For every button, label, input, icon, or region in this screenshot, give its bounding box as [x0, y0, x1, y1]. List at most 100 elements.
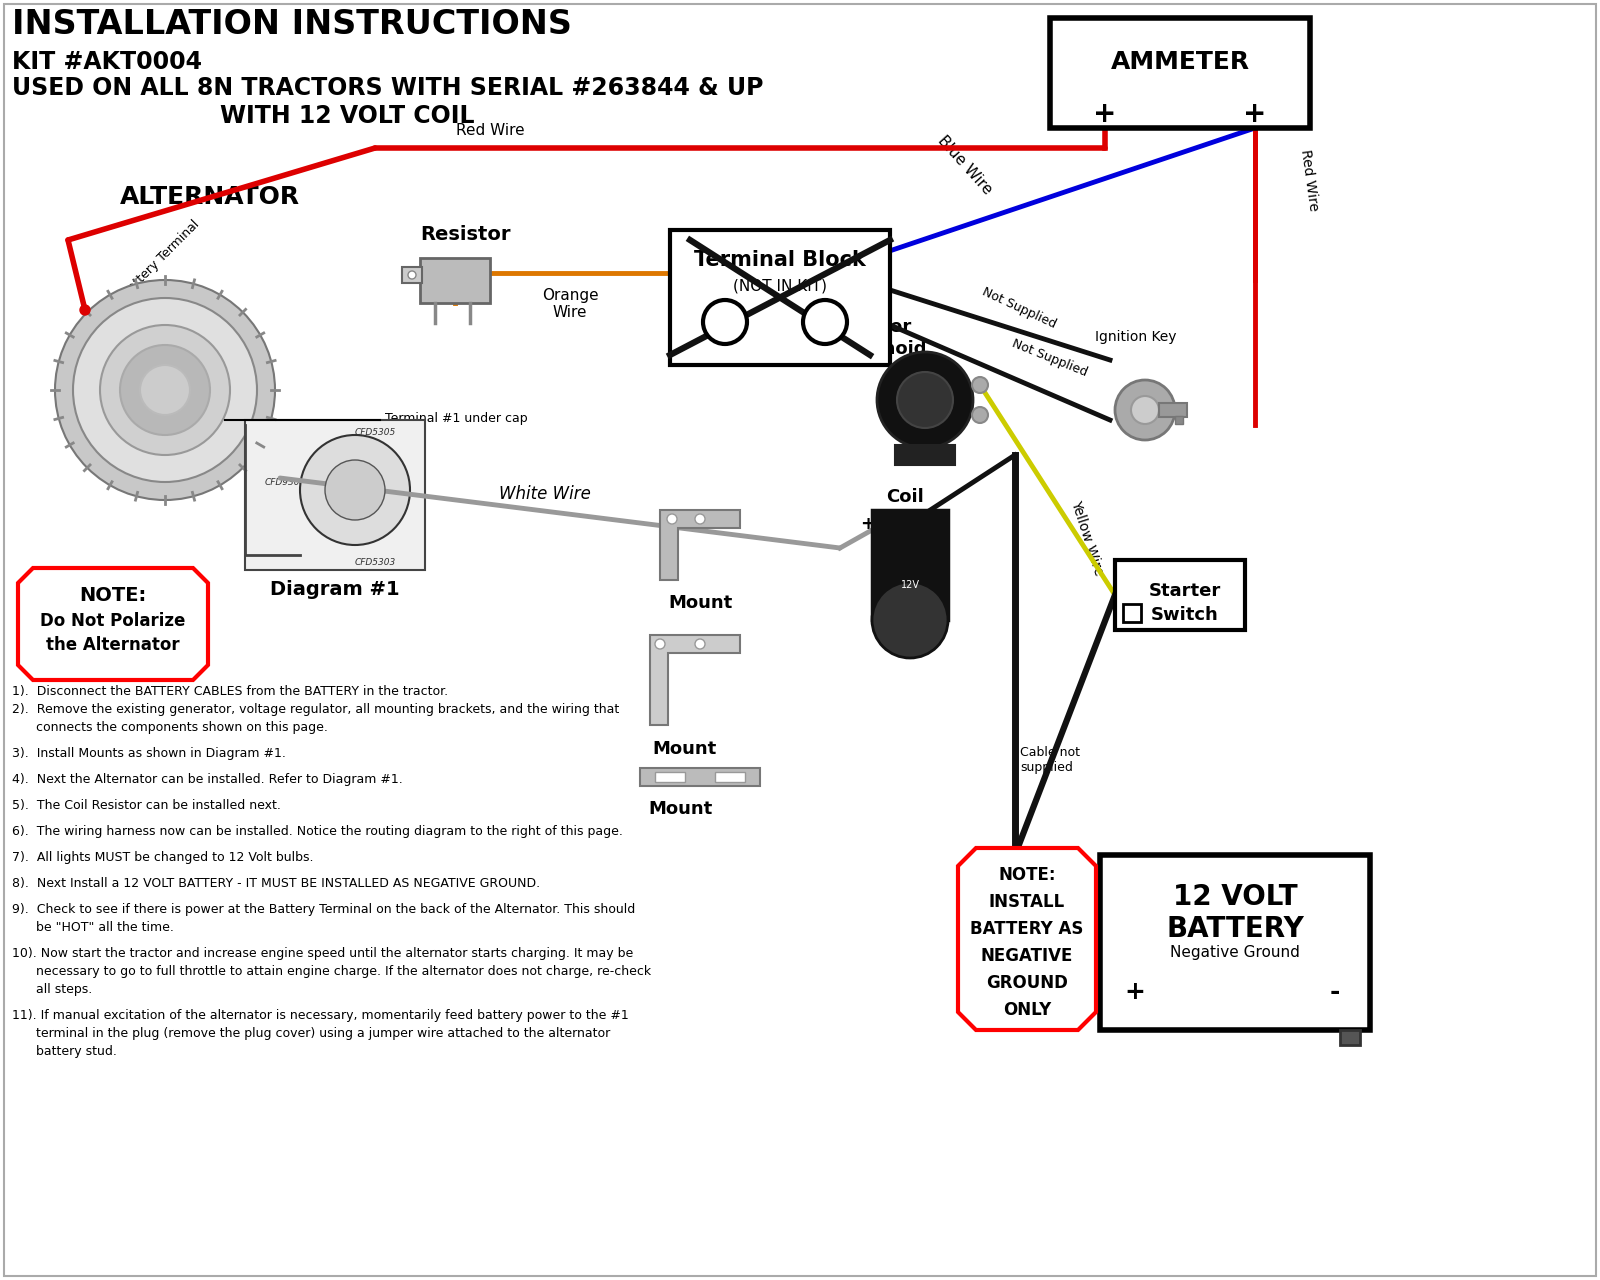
Text: connects the components shown on this page.: connects the components shown on this pa…: [13, 721, 328, 733]
Text: Do Not Polarize: Do Not Polarize: [40, 612, 186, 630]
Circle shape: [80, 305, 90, 315]
Text: Not Supplied: Not Supplied: [979, 285, 1058, 330]
Text: Mount: Mount: [653, 740, 717, 758]
Text: Starter: Starter: [840, 317, 912, 337]
Text: all steps.: all steps.: [13, 983, 93, 996]
Text: 12 VOLT: 12 VOLT: [1173, 883, 1298, 911]
Text: Red Wire: Red Wire: [1298, 148, 1320, 211]
Circle shape: [1115, 380, 1174, 440]
Text: BATTERY AS: BATTERY AS: [970, 920, 1083, 938]
Text: be "HOT" all the time.: be "HOT" all the time.: [13, 922, 174, 934]
Circle shape: [694, 515, 706, 524]
Bar: [1101, 855, 1370, 1030]
Text: AMMETER: AMMETER: [1110, 50, 1250, 74]
Text: (NOT IN KIT): (NOT IN KIT): [733, 278, 827, 293]
Text: Orange
Wire: Orange Wire: [542, 288, 598, 320]
Text: Solenoid: Solenoid: [840, 340, 928, 358]
Bar: [1123, 604, 1141, 622]
Text: KIT #AKT0004: KIT #AKT0004: [13, 50, 202, 74]
Text: Blue Wire: Blue Wire: [934, 133, 995, 197]
Circle shape: [803, 300, 846, 344]
Text: BATTERY: BATTERY: [1166, 915, 1304, 943]
Text: 7).  All lights MUST be changed to 12 Volt bulbs.: 7). All lights MUST be changed to 12 Vol…: [13, 851, 314, 864]
Text: -: -: [912, 515, 918, 532]
Bar: [1115, 561, 1245, 630]
Text: 4).  Next the Alternator can be installed. Refer to Diagram #1.: 4). Next the Alternator can be installed…: [13, 773, 403, 786]
Text: the Alternator: the Alternator: [46, 636, 179, 654]
Circle shape: [301, 435, 410, 545]
Circle shape: [654, 639, 666, 649]
Text: 8).  Next Install a 12 VOLT BATTERY - IT MUST BE INSTALLED AS NEGATIVE GROUND.: 8). Next Install a 12 VOLT BATTERY - IT …: [13, 877, 541, 890]
Text: 3).  Install Mounts as shown in Diagram #1.: 3). Install Mounts as shown in Diagram #…: [13, 748, 286, 760]
Polygon shape: [650, 635, 741, 724]
Text: USED ON ALL 8N TRACTORS WITH SERIAL #263844 & UP: USED ON ALL 8N TRACTORS WITH SERIAL #263…: [13, 76, 763, 100]
Polygon shape: [958, 849, 1096, 1030]
Text: White Wire: White Wire: [499, 485, 590, 503]
Circle shape: [898, 372, 954, 428]
Circle shape: [667, 515, 677, 524]
Text: Terminal #1 under cap: Terminal #1 under cap: [386, 412, 528, 425]
Polygon shape: [661, 509, 741, 580]
Text: WITH 12 VOLT COIL: WITH 12 VOLT COIL: [221, 104, 475, 128]
Text: 11). If manual excitation of the alternator is necessary, momentarily feed batte: 11). If manual excitation of the alterna…: [13, 1009, 629, 1021]
Polygon shape: [18, 568, 208, 680]
Bar: [245, 420, 426, 570]
Bar: [1158, 403, 1187, 417]
Text: ONLY: ONLY: [1003, 1001, 1051, 1019]
Circle shape: [877, 352, 973, 448]
Bar: [421, 259, 490, 303]
Text: 1).  Disconnect the BATTERY CABLES from the BATTERY in the tractor.: 1). Disconnect the BATTERY CABLES from t…: [13, 685, 448, 698]
Text: Battery Terminal: Battery Terminal: [120, 218, 202, 301]
Text: Coil: Coil: [886, 488, 923, 506]
Polygon shape: [640, 768, 760, 786]
Text: necessary to go to full throttle to attain engine charge. If the alternator does: necessary to go to full throttle to atta…: [13, 965, 651, 978]
Circle shape: [973, 407, 989, 422]
Text: NOTE:: NOTE:: [80, 586, 147, 605]
Text: +: +: [1093, 100, 1117, 128]
Circle shape: [973, 378, 989, 393]
Text: NOTE:: NOTE:: [998, 867, 1056, 884]
Circle shape: [408, 271, 416, 279]
Text: Ignition Key: Ignition Key: [1094, 330, 1176, 344]
Circle shape: [325, 460, 386, 520]
Text: Not Supplied: Not Supplied: [1010, 337, 1090, 379]
Circle shape: [872, 582, 949, 658]
Text: Yellow Wire: Yellow Wire: [1069, 499, 1106, 577]
Circle shape: [101, 325, 230, 454]
Text: INSTALL: INSTALL: [989, 893, 1066, 911]
Text: battery stud.: battery stud.: [13, 1044, 117, 1059]
Text: terminal in the plug (remove the plug cover) using a jumper wire attached to the: terminal in the plug (remove the plug co…: [13, 1027, 610, 1039]
Text: Terminal Block: Terminal Block: [694, 250, 866, 270]
Text: 5).  The Coil Resistor can be installed next.: 5). The Coil Resistor can be installed n…: [13, 799, 282, 812]
Text: +: +: [1243, 100, 1267, 128]
Text: 10). Now start the tractor and increase engine speed until the alternator starts: 10). Now start the tractor and increase …: [13, 947, 634, 960]
Bar: [1050, 18, 1310, 128]
Text: 2).  Remove the existing generator, voltage regulator, all mounting brackets, an: 2). Remove the existing generator, volta…: [13, 703, 619, 716]
Circle shape: [694, 639, 706, 649]
Text: Diagram #1: Diagram #1: [270, 580, 400, 599]
Text: Mount: Mount: [669, 594, 733, 612]
Text: Starter: Starter: [1149, 582, 1221, 600]
Bar: [872, 509, 949, 620]
Circle shape: [74, 298, 258, 483]
Circle shape: [702, 300, 747, 344]
Text: NEGATIVE: NEGATIVE: [981, 947, 1074, 965]
Circle shape: [120, 346, 210, 435]
Bar: [670, 230, 890, 365]
Text: Cable not
supplied: Cable not supplied: [1021, 746, 1080, 774]
Text: 6).  The wiring harness now can be installed. Notice the routing diagram to the : 6). The wiring harness now can be instal…: [13, 826, 622, 838]
Text: +: +: [861, 515, 875, 532]
Circle shape: [141, 365, 190, 415]
Circle shape: [54, 280, 275, 500]
Text: -: -: [1330, 980, 1341, 1004]
Bar: [402, 268, 422, 283]
Bar: [1174, 416, 1182, 424]
Text: CFD5303: CFD5303: [355, 558, 397, 567]
Text: Negative Ground: Negative Ground: [1170, 945, 1299, 960]
Text: Red Wire: Red Wire: [456, 123, 525, 138]
Text: INSTALLATION INSTRUCTIONS: INSTALLATION INSTRUCTIONS: [13, 8, 571, 41]
Text: Mount: Mount: [648, 800, 712, 818]
Bar: [715, 772, 746, 782]
Bar: [654, 772, 685, 782]
Text: CFD5305: CFD5305: [355, 428, 397, 436]
